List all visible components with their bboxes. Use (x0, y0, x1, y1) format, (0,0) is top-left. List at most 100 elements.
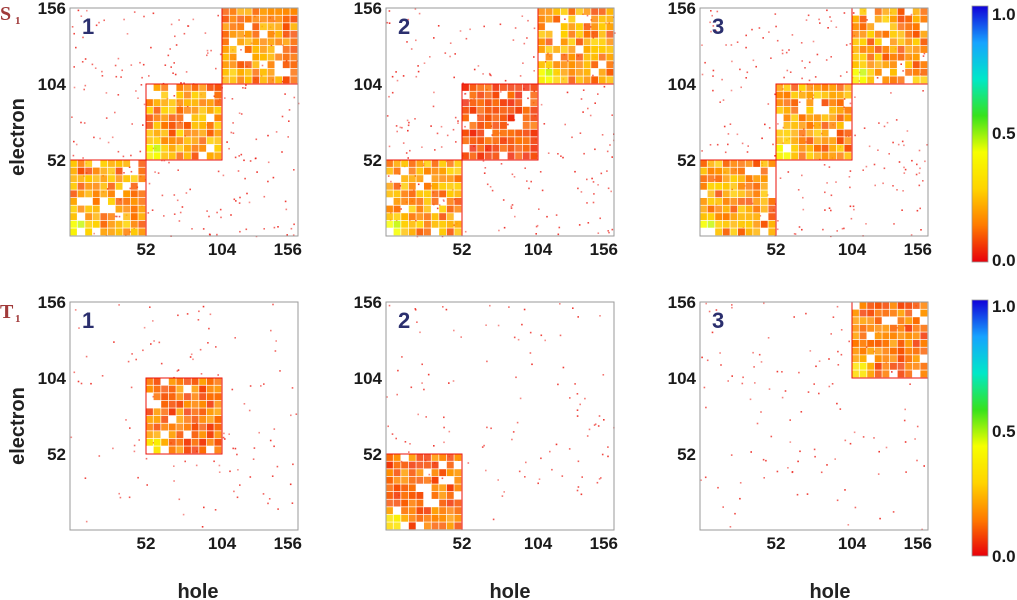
heatmap-cell (176, 129, 184, 137)
heatmap-cell (920, 46, 928, 53)
heatmap-cell (174, 35, 176, 38)
heatmap-cell (867, 53, 875, 61)
heatmap-cell (920, 8, 928, 15)
heatmap-cell (148, 75, 150, 77)
heatmap-cell (130, 198, 138, 205)
heatmap-cell (722, 99, 725, 101)
heatmap-cell (768, 198, 776, 205)
heatmap-cell (70, 205, 77, 213)
heatmap-cell (923, 465, 925, 467)
heatmap-cell (390, 180, 392, 183)
heatmap-cell (905, 302, 913, 309)
heatmap-cell (153, 114, 161, 122)
heatmap-cell (874, 46, 882, 53)
heatmap-cell (408, 220, 416, 228)
heatmap-cell (244, 46, 252, 53)
heatmap-cell (161, 423, 169, 431)
heatmap-cell (859, 332, 867, 340)
heatmap-cell (388, 10, 391, 12)
heatmap-cell (882, 46, 890, 53)
heatmap-cell (566, 60, 569, 62)
heatmap-cell (407, 124, 410, 127)
heatmap-cell (859, 347, 867, 355)
heatmap-cell (93, 136, 95, 139)
heatmap-cell (439, 220, 447, 228)
heatmap-cell (568, 76, 576, 84)
heatmap-cell (546, 215, 548, 218)
heatmap-cell (432, 105, 435, 108)
heatmap-cell (545, 46, 553, 53)
heatmap-cell (242, 87, 244, 89)
heatmap-cell (751, 202, 754, 205)
heatmap-cell (168, 431, 176, 439)
heatmap-cell (393, 160, 401, 167)
heatmap-cell (540, 457, 542, 460)
heatmap-cell (408, 167, 416, 175)
heatmap-cell (138, 160, 146, 167)
heatmap-cell (115, 220, 123, 228)
heatmap-cell (813, 383, 815, 385)
heatmap-cell (760, 220, 768, 228)
heatmap-cell (290, 38, 298, 46)
heatmap-cell (401, 507, 409, 515)
heatmap-cell (753, 182, 761, 190)
heatmap-cell (606, 68, 614, 76)
heatmap-cell (707, 220, 715, 228)
heatmap-cell (789, 419, 791, 421)
heatmap-cell (511, 173, 514, 176)
heatmap-cell (189, 356, 192, 358)
heatmap-cell (859, 340, 867, 347)
heatmap-cell (814, 129, 821, 137)
heatmap-cell (236, 496, 239, 499)
heatmap-cell (114, 215, 117, 218)
heatmap-cell (785, 51, 788, 54)
x-tick-label: 52 (453, 534, 472, 553)
heatmap-cell (916, 425, 919, 428)
heatmap-cell (416, 228, 424, 236)
heatmap-cell (85, 205, 93, 213)
heatmap-cell (71, 26, 74, 28)
heatmap-cell (469, 144, 477, 152)
heatmap-cell (814, 122, 821, 129)
heatmap-cell (742, 376, 744, 379)
heatmap-cell (482, 160, 485, 162)
heatmap-cell (161, 114, 169, 122)
heatmap-cell (424, 228, 431, 236)
heatmap-cell (830, 20, 833, 22)
heatmap-cell (262, 493, 265, 495)
heatmap-cell (568, 15, 576, 23)
heatmap-cell (912, 38, 920, 46)
heatmap-cell (190, 353, 193, 356)
heatmap-cell (195, 464, 198, 467)
heatmap-cell (507, 123, 509, 126)
heatmap-cell (882, 15, 890, 23)
heatmap-cell (705, 406, 707, 409)
heatmap-cell (580, 98, 583, 100)
colorbar-tick-min: 0.0 (992, 547, 1016, 566)
heatmap-cell (183, 82, 185, 84)
heatmap-cell (721, 78, 723, 81)
heatmap-cell (897, 23, 905, 31)
heatmap-cell (492, 91, 500, 99)
heatmap-cell (443, 441, 445, 444)
y-tick-label: 104 (668, 369, 697, 388)
heatmap-cell (517, 338, 520, 341)
y-tick-label: 156 (38, 0, 66, 18)
heatmap-cell (129, 427, 131, 429)
heatmap-cell (108, 220, 115, 228)
heatmap-cell (814, 152, 821, 160)
heatmap-cell (905, 362, 913, 370)
heatmap-cell (890, 332, 897, 340)
heatmap-cell (191, 416, 199, 423)
heatmap-cell (424, 160, 431, 167)
heatmap-cell (783, 114, 791, 122)
heatmap-cell (867, 61, 875, 69)
heatmap-cell (164, 64, 167, 66)
heatmap-cell (173, 95, 176, 97)
heatmap-cell (161, 129, 169, 137)
heatmap-cell (446, 167, 454, 175)
heatmap-cell (774, 155, 776, 157)
heatmap-cell (783, 122, 791, 129)
heatmap-cell (507, 91, 515, 99)
heatmap-cell (237, 61, 245, 69)
